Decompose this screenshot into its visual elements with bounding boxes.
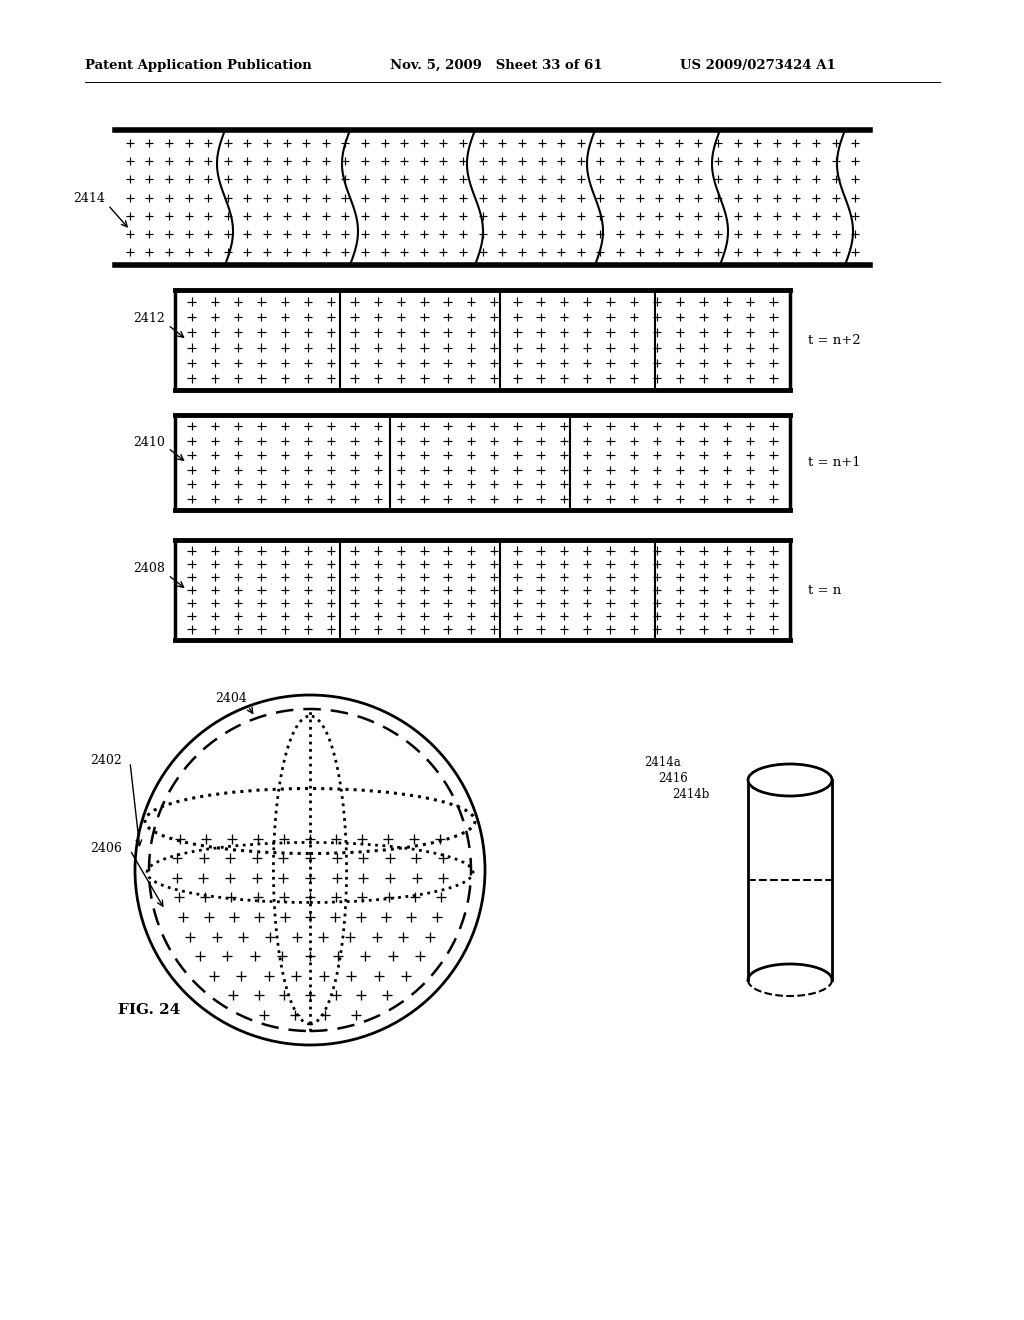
Text: 2402: 2402 [90,754,122,767]
Text: US 2009/0273424 A1: US 2009/0273424 A1 [680,58,836,71]
Text: 2406: 2406 [90,842,122,854]
Text: 2412: 2412 [133,312,165,325]
Text: 2414a: 2414a [644,755,681,768]
Text: FIG. 24: FIG. 24 [118,1003,180,1016]
Text: 2408: 2408 [133,561,165,574]
Ellipse shape [748,764,831,796]
Text: 2414b: 2414b [672,788,710,801]
Text: 2414: 2414 [73,191,105,205]
Text: t = n+2: t = n+2 [808,334,860,346]
Text: t = n: t = n [808,583,842,597]
Text: Patent Application Publication: Patent Application Publication [85,58,311,71]
Text: 2404: 2404 [215,692,247,705]
Text: 2416: 2416 [658,771,688,784]
Text: Nov. 5, 2009   Sheet 33 of 61: Nov. 5, 2009 Sheet 33 of 61 [390,58,602,71]
Text: t = n+1: t = n+1 [808,457,860,470]
Text: 2410: 2410 [133,437,165,450]
